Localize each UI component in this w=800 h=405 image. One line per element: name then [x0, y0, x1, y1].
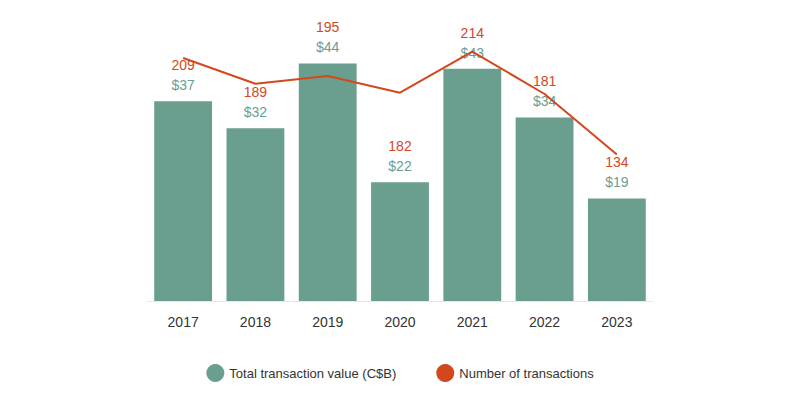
svg-text:2023: 2023: [601, 314, 632, 330]
svg-text:182: 182: [388, 138, 412, 154]
svg-text:Total transaction value (C$B): Total transaction value (C$B): [229, 366, 396, 381]
svg-text:$44: $44: [316, 39, 340, 55]
svg-text:209: 209: [171, 57, 195, 73]
svg-text:2019: 2019: [312, 314, 343, 330]
svg-text:214: 214: [461, 25, 485, 41]
svg-text:$22: $22: [388, 158, 412, 174]
svg-text:181: 181: [533, 73, 557, 89]
svg-text:195: 195: [316, 19, 340, 35]
svg-text:$19: $19: [605, 174, 629, 190]
svg-text:$32: $32: [244, 104, 268, 120]
svg-text:2022: 2022: [529, 314, 560, 330]
svg-text:2017: 2017: [168, 314, 199, 330]
svg-text:189: 189: [244, 84, 268, 100]
svg-text:$37: $37: [171, 77, 195, 93]
svg-text:$34: $34: [532, 93, 557, 110]
svg-text:Number of transactions: Number of transactions: [459, 366, 594, 381]
svg-text:134: 134: [605, 154, 629, 170]
svg-text:2021: 2021: [457, 314, 488, 330]
svg-text:2018: 2018: [240, 314, 271, 330]
svg-text:2020: 2020: [384, 314, 415, 330]
svg-text:$43: $43: [461, 45, 485, 61]
